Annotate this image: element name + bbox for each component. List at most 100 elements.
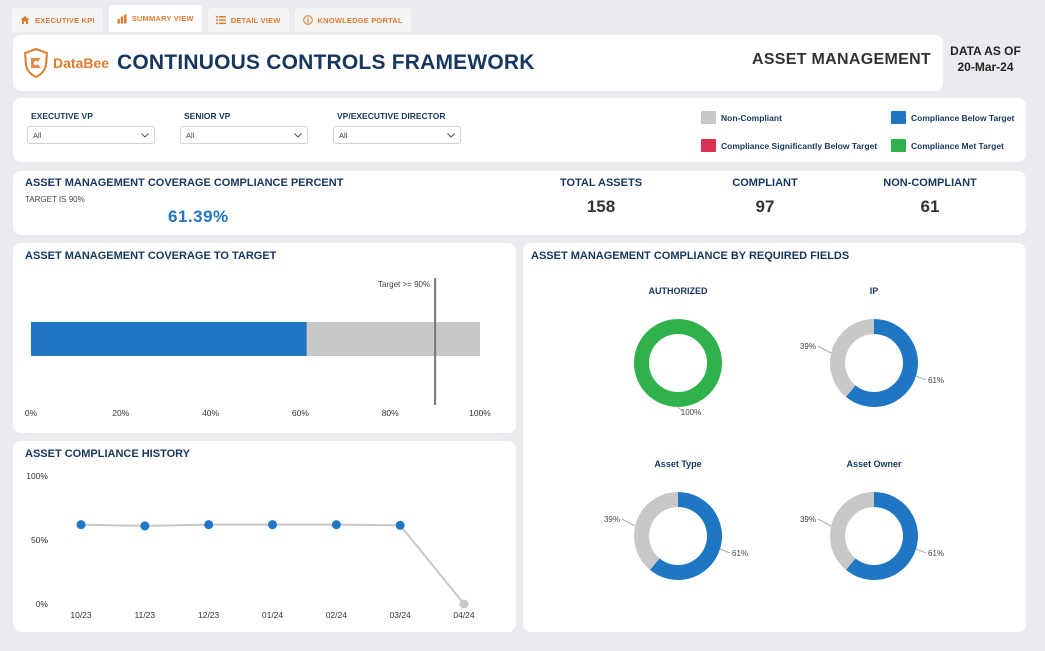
donut-label-noncompliant: 39% bbox=[800, 342, 816, 351]
chevron-down-icon bbox=[294, 132, 302, 138]
x-tick-label: 11/23 bbox=[135, 610, 156, 620]
kpi-label: COMPLIANT bbox=[732, 177, 798, 189]
leader-line bbox=[817, 518, 832, 527]
history-point bbox=[140, 521, 150, 531]
history-point bbox=[76, 520, 86, 530]
donut-slice-compliant bbox=[845, 319, 918, 407]
tab-detail-view[interactable]: DETAIL VIEW bbox=[207, 8, 289, 32]
chevron-down-icon bbox=[141, 132, 149, 138]
tab-label: EXECUTIVE KPI bbox=[35, 15, 95, 25]
info-icon bbox=[302, 15, 313, 25]
legend-non-compliant: Non-Compliant bbox=[701, 111, 782, 124]
tab-label: SUMMARY VIEW bbox=[131, 14, 194, 23]
y-tick-label: 100% bbox=[26, 471, 48, 481]
tab-label: DETAIL VIEW bbox=[230, 15, 281, 25]
filter-label: VP/EXECUTIVE DIRECTOR bbox=[337, 111, 446, 121]
leader-line bbox=[915, 548, 927, 554]
chart-title: ASSET MANAGEMENT COVERAGE TO TARGET bbox=[25, 250, 277, 262]
data-as-of: DATA AS OF 20-Mar-24 bbox=[948, 43, 1023, 75]
history-point bbox=[331, 520, 341, 530]
donut-slice-compliant bbox=[634, 319, 722, 407]
x-tick-label: 01/24 bbox=[262, 610, 284, 620]
section-title: ASSET MANAGEMENT bbox=[751, 51, 931, 68]
tab-executive-kpi[interactable]: EXECUTIVE KPI bbox=[12, 8, 103, 32]
filter-executive-vp: EXECUTIVE VP All bbox=[27, 111, 155, 144]
x-tick-label: 100% bbox=[469, 408, 491, 418]
legend-significantly-below-target: Compliance Significantly Below Target bbox=[701, 139, 877, 152]
donut-label-noncompliant: 39% bbox=[604, 515, 620, 524]
kpi-label: NON-COMPLIANT bbox=[883, 177, 977, 189]
list-icon bbox=[215, 16, 226, 25]
tab-summary-view[interactable]: SUMMARY VIEW bbox=[108, 5, 202, 32]
legend-swatch bbox=[891, 139, 906, 152]
coverage-compliance-title: ASSET MANAGEMENT COVERAGE COMPLIANCE PER… bbox=[25, 177, 344, 189]
home-icon bbox=[20, 16, 30, 24]
tab-knowledge-portal[interactable]: KNOWLEDGE PORTAL bbox=[294, 8, 411, 32]
legend-label: Non-Compliant bbox=[721, 112, 782, 123]
kpi-panel: ASSET MANAGEMENT COVERAGE COMPLIANCE PER… bbox=[13, 171, 1026, 235]
senior-vp-select[interactable]: All bbox=[180, 126, 308, 144]
required-fields-donuts: AUTHORIZED 100% IP 61% 39% Asset Type 61% 39% As… bbox=[604, 286, 944, 580]
donut-slice-noncompliant bbox=[830, 492, 874, 570]
coverage-compliance-percent: 61.39% bbox=[168, 207, 229, 226]
filter-vp-executive-director: VP/EXECUTIVE DIRECTOR All bbox=[333, 111, 461, 144]
x-tick-label: 60% bbox=[292, 408, 309, 418]
leader-line bbox=[719, 548, 731, 554]
chart-title: ASSET COMPLIANCE HISTORY bbox=[25, 448, 191, 460]
kpi-non-compliant: NON-COMPLIANT 61 bbox=[870, 177, 990, 217]
x-tick-label: 12/23 bbox=[198, 610, 220, 620]
donut-title: Asset Owner bbox=[846, 459, 902, 469]
kpi-compliant: COMPLIANT 97 bbox=[705, 177, 825, 217]
tab-label: KNOWLEDGE PORTAL bbox=[317, 15, 403, 25]
filter-label: SENIOR VP bbox=[184, 111, 231, 121]
x-tick-label: 40% bbox=[202, 408, 219, 418]
select-value: All bbox=[339, 130, 348, 140]
donut-label-compliant: 61% bbox=[732, 549, 748, 558]
legend-swatch bbox=[891, 111, 906, 124]
history-line-chart: 0% 50% 100% 10/23 11/23 12/23 01/24 02/24 03/24 0… bbox=[26, 471, 475, 620]
data-as-of-date: 20-Mar-24 bbox=[957, 60, 1014, 74]
coverage-bar-chart: Target >= 90% 0% 20% 40% 60% 80% 100% bbox=[25, 278, 491, 418]
data-as-of-label: DATA AS OF bbox=[950, 44, 1021, 58]
target-label: Target >= 90% bbox=[378, 280, 430, 289]
donut-label-compliant: 61% bbox=[928, 376, 944, 385]
legend-label: Compliance Met Target bbox=[911, 140, 1004, 151]
history-point bbox=[204, 520, 214, 530]
asset-compliance-history-panel: ASSET COMPLIANCE HISTORY 0% 50% 100% 10/23 1… bbox=[13, 441, 516, 632]
chart-title: ASSET MANAGEMENT COMPLIANCE BY REQUIRED … bbox=[531, 250, 850, 262]
legend-swatch bbox=[701, 111, 716, 124]
x-tick-label: 80% bbox=[382, 408, 399, 418]
legend-label: Compliance Significantly Below Target bbox=[721, 140, 878, 151]
x-tick-label: 04/24 bbox=[453, 610, 475, 620]
history-point bbox=[395, 520, 405, 530]
donut-slice-compliant bbox=[845, 492, 918, 580]
select-value: All bbox=[186, 130, 195, 140]
page-title: CONTINUOUS CONTROLS FRAMEWORK bbox=[117, 51, 535, 74]
chevron-down-icon bbox=[447, 132, 455, 138]
x-tick-label: 0% bbox=[25, 408, 38, 418]
target-text: TARGET IS 90% bbox=[25, 195, 85, 204]
y-tick-label: 0% bbox=[36, 599, 49, 609]
donut-label-noncompliant: 39% bbox=[800, 515, 816, 524]
executive-vp-select[interactable]: All bbox=[27, 126, 155, 144]
logo-text: DataBee bbox=[53, 55, 110, 71]
bee-shield-icon bbox=[23, 48, 49, 78]
kpi-value: 158 bbox=[586, 197, 616, 216]
legend-compliance-below-target: Compliance Below Target bbox=[891, 111, 1014, 124]
legend-swatch bbox=[701, 139, 716, 152]
header-panel: DataBee CONTINUOUS CONTROLS FRAMEWORK AS… bbox=[13, 35, 943, 91]
x-tick-label: 02/24 bbox=[326, 610, 348, 620]
leader-line bbox=[817, 345, 832, 354]
donut-title: IP bbox=[870, 286, 879, 296]
kpi-value: 61 bbox=[920, 197, 940, 216]
donut-slice-compliant bbox=[649, 492, 722, 580]
donut-title: AUTHORIZED bbox=[649, 286, 708, 296]
donut-title: Asset Type bbox=[654, 459, 701, 469]
databee-logo: DataBee bbox=[23, 48, 109, 78]
compliance-by-required-fields-panel: ASSET MANAGEMENT COMPLIANCE BY REQUIRED … bbox=[523, 243, 1026, 632]
bar-chart-icon bbox=[117, 14, 127, 23]
coverage-bar bbox=[31, 322, 307, 356]
vp-executive-director-select[interactable]: All bbox=[333, 126, 461, 144]
filters-panel: EXECUTIVE VP All SENIOR VP All VP/EXECUT… bbox=[13, 98, 1026, 162]
donut-slice-noncompliant bbox=[634, 492, 678, 570]
